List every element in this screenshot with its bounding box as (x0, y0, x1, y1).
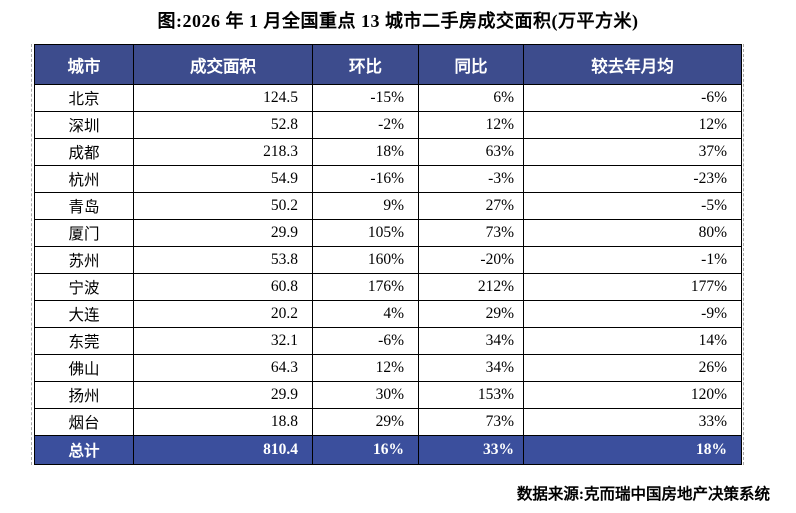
cell-1: 20.2 (133, 300, 313, 328)
cell-0: 烟台 (34, 408, 134, 436)
cell-1: 53.8 (133, 246, 313, 274)
cell-3: 34% (418, 354, 524, 382)
column-header-3: 同比 (418, 44, 524, 85)
total-cell-1: 810.4 (133, 435, 313, 465)
cell-2: -2% (312, 111, 419, 139)
table-row: 大连 20.2 4% 29% -9% (34, 300, 742, 328)
cell-1: 54.9 (133, 165, 313, 193)
table-row: 宁波 60.8 176% 212% 177% (34, 273, 742, 301)
cell-4: -1% (523, 246, 742, 274)
cell-1: 29.9 (133, 381, 313, 409)
cell-0: 大连 (34, 300, 134, 328)
cell-4: 37% (523, 138, 742, 166)
table-body: 北京 124.5 -15% 6% -6% 深圳 52.8 -2% 12% 12% 成都 218.3 18… (34, 84, 742, 465)
cell-0: 东莞 (34, 327, 134, 355)
table-row: 北京 124.5 -15% 6% -6% (34, 84, 742, 112)
cell-3: 153% (418, 381, 524, 409)
cell-3: 212% (418, 273, 524, 301)
cell-0: 苏州 (34, 246, 134, 274)
cell-0: 北京 (34, 84, 134, 112)
cell-3: 34% (418, 327, 524, 355)
table-row: 深圳 52.8 -2% 12% 12% (34, 111, 742, 139)
cell-0: 扬州 (34, 381, 134, 409)
city-transactions-table: 城市 成交面积 环比 同比 较去年月均 北京 124.5 -15% 6% -6% 深圳 52.8 -2… (34, 44, 742, 465)
cell-4: -23% (523, 165, 742, 193)
cell-2: 9% (312, 192, 419, 220)
total-cell-0: 总计 (34, 435, 134, 465)
cell-4: -6% (523, 84, 742, 112)
cell-1: 124.5 (133, 84, 313, 112)
cell-4: 80% (523, 219, 742, 247)
total-row: 总计 810.4 16% 33% 18% (34, 435, 742, 465)
cell-0: 青岛 (34, 192, 134, 220)
cell-4: -5% (523, 192, 742, 220)
cell-2: 105% (312, 219, 419, 247)
column-header-4: 较去年月均 (523, 44, 742, 85)
cell-0: 杭州 (34, 165, 134, 193)
cell-2: 29% (312, 408, 419, 436)
column-header-2: 环比 (312, 44, 419, 85)
cell-4: 26% (523, 354, 742, 382)
cell-4: 120% (523, 381, 742, 409)
cell-0: 佛山 (34, 354, 134, 382)
cell-2: -15% (312, 84, 419, 112)
data-table-container: 城市 成交面积 环比 同比 较去年月均 北京 124.5 -15% 6% -6% 深圳 52.8 -2… (31, 44, 744, 465)
total-cell-2: 16% (312, 435, 419, 465)
cell-2: 18% (312, 138, 419, 166)
cell-3: 73% (418, 219, 524, 247)
total-cell-4: 18% (523, 435, 742, 465)
figure-title: 图:2026 年 1 月全国重点 13 城市二手房成交面积(万平方米) (157, 11, 639, 31)
table-row: 扬州 29.9 30% 153% 120% (34, 381, 742, 409)
cell-1: 218.3 (133, 138, 313, 166)
cell-2: 12% (312, 354, 419, 382)
cell-1: 50.2 (133, 192, 313, 220)
cell-2: -6% (312, 327, 419, 355)
table-header-row: 城市 成交面积 环比 同比 较去年月均 (34, 44, 742, 85)
cell-3: 6% (418, 84, 524, 112)
cell-2: 160% (312, 246, 419, 274)
cell-1: 60.8 (133, 273, 313, 301)
cell-3: -3% (418, 165, 524, 193)
cell-1: 52.8 (133, 111, 313, 139)
cell-1: 64.3 (133, 354, 313, 382)
cell-2: 176% (312, 273, 419, 301)
cell-4: 33% (523, 408, 742, 436)
cell-1: 32.1 (133, 327, 313, 355)
cell-0: 厦门 (34, 219, 134, 247)
cell-4: 12% (523, 111, 742, 139)
column-header-1: 成交面积 (133, 44, 313, 85)
table-row: 东莞 32.1 -6% 34% 14% (34, 327, 742, 355)
cell-2: 4% (312, 300, 419, 328)
table-row: 杭州 54.9 -16% -3% -23% (34, 165, 742, 193)
cell-4: 177% (523, 273, 742, 301)
table-row: 厦门 29.9 105% 73% 80% (34, 219, 742, 247)
cell-0: 宁波 (34, 273, 134, 301)
cell-3: -20% (418, 246, 524, 274)
column-header-0: 城市 (34, 44, 134, 85)
data-source-note: 数据来源:克而瑞中国房地产决策系统 (516, 486, 770, 503)
table-row: 青岛 50.2 9% 27% -5% (34, 192, 742, 220)
cell-3: 73% (418, 408, 524, 436)
cell-4: -9% (523, 300, 742, 328)
cell-4: 14% (523, 327, 742, 355)
cell-3: 27% (418, 192, 524, 220)
table-row: 烟台 18.8 29% 73% 33% (34, 408, 742, 436)
cell-2: 30% (312, 381, 419, 409)
total-cell-3: 33% (418, 435, 524, 465)
table-row: 佛山 64.3 12% 34% 26% (34, 354, 742, 382)
table-row: 苏州 53.8 160% -20% -1% (34, 246, 742, 274)
cell-3: 29% (418, 300, 524, 328)
cell-0: 深圳 (34, 111, 134, 139)
cell-0: 成都 (34, 138, 134, 166)
cell-3: 63% (418, 138, 524, 166)
cell-2: -16% (312, 165, 419, 193)
table-row: 成都 218.3 18% 63% 37% (34, 138, 742, 166)
cell-1: 18.8 (133, 408, 313, 436)
cell-3: 12% (418, 111, 524, 139)
cell-1: 29.9 (133, 219, 313, 247)
